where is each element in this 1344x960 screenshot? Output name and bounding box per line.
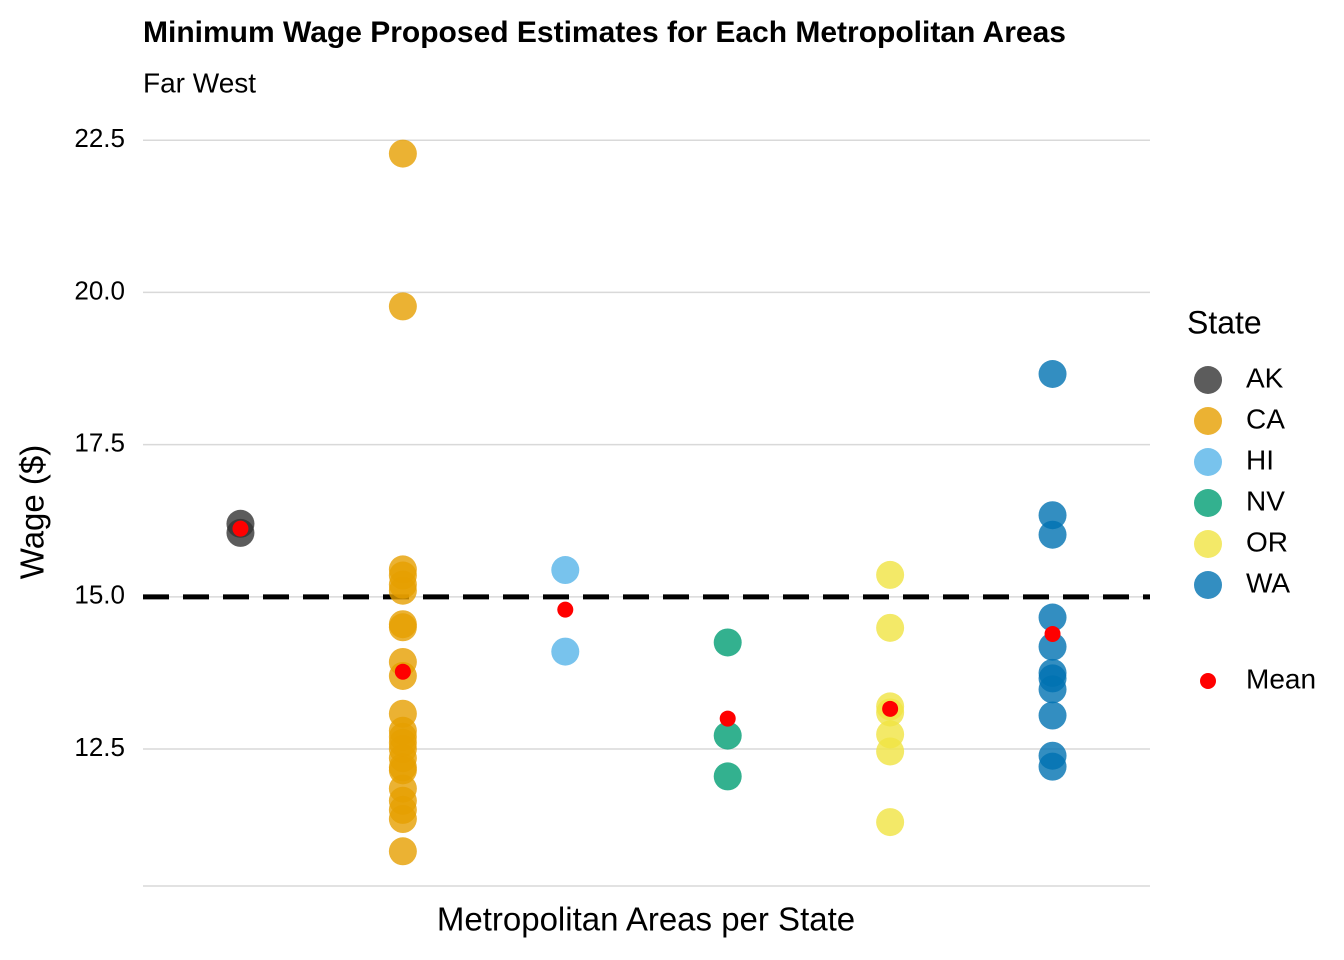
legend-key [1194,530,1222,558]
legend-key [1200,673,1216,689]
point [876,560,905,589]
legend-label: AK [1246,362,1284,393]
legend-key [1194,366,1222,394]
point [1038,701,1067,730]
legend-key [1194,448,1222,476]
point [713,762,742,791]
y-tick-label: 20.0 [74,275,125,305]
mean-point [232,520,249,537]
point [388,805,417,834]
point [713,628,742,657]
point [551,637,580,666]
legend-label: Mean [1246,663,1316,694]
mean-point [719,710,736,727]
legend-key [1194,489,1222,517]
point [388,576,417,605]
legend-label: OR [1246,526,1288,557]
mean-point [882,700,899,717]
legend-title: State [1187,304,1262,340]
point [1038,359,1067,388]
point [1038,752,1067,781]
y-axis-label: Wage ($) [14,445,51,579]
chart-title: Minimum Wage Proposed Estimates for Each… [143,16,1066,49]
legend-label: HI [1246,444,1274,475]
chart-subtitle: Far West [143,67,256,98]
point [1038,632,1067,661]
point [388,292,417,321]
point [551,556,580,585]
legend-key [1194,407,1222,435]
y-tick-label: 22.5 [74,123,125,153]
mean-point [1044,625,1061,642]
y-tick-label: 12.5 [74,732,125,762]
x-axis-label: Metropolitan Areas per State [437,901,855,938]
point [876,737,905,766]
mean-point [557,601,574,618]
legend-label: WA [1246,567,1290,598]
point [1038,675,1067,704]
point [1038,501,1067,530]
mean-point [394,663,411,680]
point [388,837,417,866]
y-tick-label: 15.0 [74,580,125,610]
legend-key [1194,571,1222,599]
point [876,613,905,642]
point [1038,520,1067,549]
point [1038,603,1067,632]
point [388,139,417,168]
legend-label: CA [1246,403,1285,434]
point [876,808,905,837]
y-tick-label: 17.5 [74,427,125,457]
legend-label: NV [1246,485,1285,516]
point [713,721,742,750]
point [388,613,417,642]
